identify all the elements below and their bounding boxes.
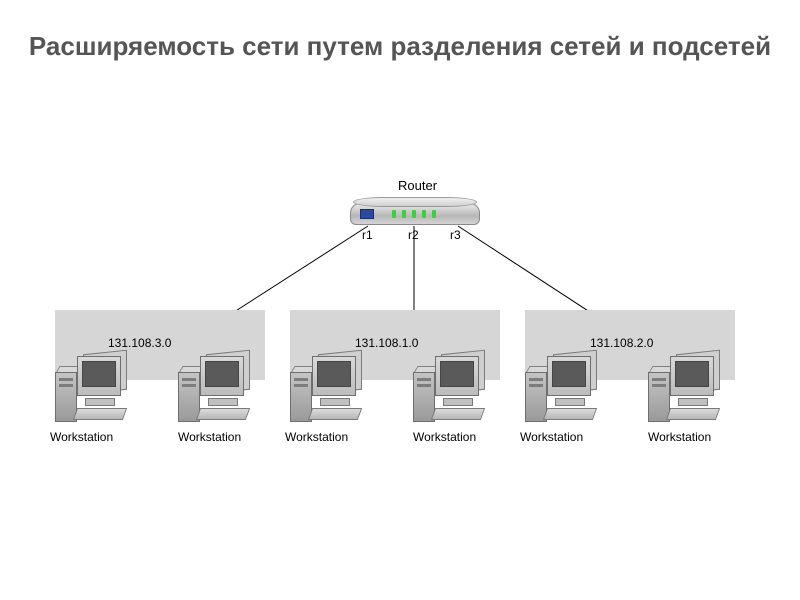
workstation-label: Workstation xyxy=(413,430,476,444)
workstation-label: Workstation xyxy=(648,430,711,444)
router-port-r2: r2 xyxy=(408,228,419,242)
router-port-r1: r1 xyxy=(362,228,373,242)
workstation-label: Workstation xyxy=(178,430,241,444)
workstation-label: Workstation xyxy=(520,430,583,444)
page-title: Расширяемость сети путем разделения сете… xyxy=(0,30,800,63)
workstation-icon xyxy=(525,348,599,426)
diagram-canvas: { "title": "Расширяемость сети путем раз… xyxy=(0,0,800,600)
router-icon xyxy=(350,197,480,225)
workstation-label: Workstation xyxy=(285,430,348,444)
router-port-r3: r3 xyxy=(450,228,461,242)
workstation-label: Workstation xyxy=(50,430,113,444)
workstation-icon xyxy=(648,348,722,426)
subnet-ip-2: 131.108.1.0 xyxy=(355,336,418,350)
workstation-icon xyxy=(413,348,487,426)
subnet-ip-3: 131.108.2.0 xyxy=(590,336,653,350)
workstation-icon xyxy=(290,348,364,426)
connection-lines xyxy=(0,0,800,600)
workstation-icon xyxy=(55,348,129,426)
router-label: Router xyxy=(398,178,437,193)
workstation-icon xyxy=(178,348,252,426)
